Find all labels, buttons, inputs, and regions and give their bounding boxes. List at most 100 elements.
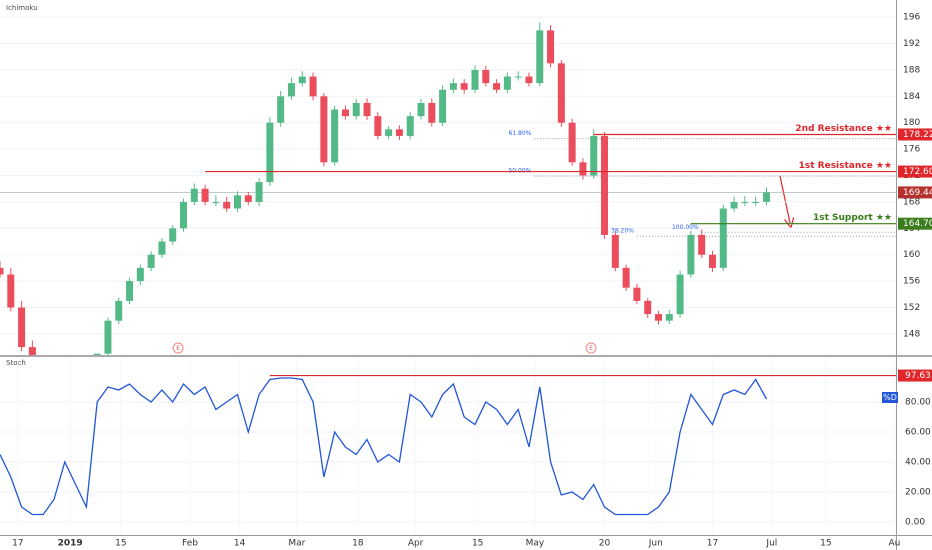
candle-body [644,300,652,315]
projection-arrow [779,175,790,223]
candle-body [395,129,403,136]
y-tick-label: 60.00 [905,427,931,437]
fib-label: 38.20% [611,228,634,235]
candle-body [363,102,371,117]
candle-body [687,234,695,275]
candle-body [147,254,155,268]
candle-body [665,314,673,321]
candle-body [752,201,760,203]
candle-body [633,287,641,301]
level-value-box [898,128,932,141]
last-price-box [898,186,932,199]
candle-body [417,102,425,117]
candle-body [277,96,285,123]
candle-body [762,192,770,202]
x-tick-label: Jun [648,539,663,549]
candle-body [557,63,565,123]
fib-label: 100.00% [672,224,699,231]
candle-body [439,89,447,123]
x-tick-label: 15 [115,539,126,549]
level-value-label: 97.63 [905,371,931,381]
level-value-box [898,217,932,230]
level-value-box [898,165,932,178]
candle-body [406,116,414,136]
y-tick-label: 80.00 [905,397,931,407]
candle-body [320,96,328,163]
candle-body [104,320,112,354]
y-tick-label: 40.00 [905,457,931,467]
level-value-label: 164.70 [903,219,932,229]
level-value-label: 172.60 [903,167,932,177]
candle-body [385,129,393,136]
candle-body [503,76,511,90]
y-tick-label: 152 [903,303,920,313]
candle-body [579,162,587,176]
x-tick-label: May [526,539,545,549]
candle-body [223,201,231,209]
level-name: 2nd Resistance ★★ [795,124,892,134]
level-name: 1st Resistance ★★ [799,161,892,171]
candle-body [287,83,295,97]
y-tick-label: 176 [903,145,920,155]
x-tick-label: 18 [352,539,364,549]
candle-body [298,76,306,84]
candle-body [374,116,382,136]
candle-body [676,274,684,315]
y-tick-label: 180 [903,118,920,128]
event-marker [172,342,184,354]
candle-body [514,76,522,78]
candle-body [255,182,263,202]
x-tick-label: 2019 [58,539,83,549]
candle-body [493,83,501,90]
y-tick-label: 0.00 [905,517,925,527]
candle-body [266,122,274,183]
candle-body [601,135,609,235]
level-name: 1st Support ★★ [813,213,892,223]
candle-body [730,201,738,209]
candle-body [331,109,339,163]
event-label: E [176,345,180,352]
stoch-line [0,377,768,516]
candle-body [547,30,555,64]
candle-body [7,274,15,308]
candle-body [126,281,134,301]
y-tick-label: 192 [903,39,920,49]
candle-body [622,267,630,288]
candle-body [698,234,706,255]
candle-body [719,208,727,268]
y-tick-label: 160 [903,250,920,260]
level-value-label: 178.22 [903,130,932,140]
stoch-pane [0,357,896,535]
legend-label: %D [883,393,897,402]
candle-body [655,314,663,321]
indicator-title: Stoch [6,359,26,367]
candle-body [525,76,533,84]
y-tick-label: 196 [903,13,920,23]
x-tick-label: 14 [234,539,246,549]
x-tick-label: 15 [472,539,483,549]
candle-body [341,109,349,117]
candle-body [590,135,598,176]
x-tick-label: Jul [765,539,777,549]
x-tick-label: 15 [820,539,831,549]
candle-body [352,102,360,117]
x-tick-label: Feb [182,539,198,549]
y-tick-label: 188 [903,65,920,75]
legend-box [882,392,898,403]
last-price-label: 169.44 [903,188,932,198]
candle-body [18,307,26,348]
y-tick-label: 148 [903,329,920,339]
candle-body [169,228,177,242]
x-tick-label: Apr [408,539,424,549]
candle-body [201,188,209,202]
candle-body [482,69,490,84]
event-marker [585,342,597,354]
candle-body [611,234,619,268]
candle-body [244,195,252,202]
x-tick-label: Au [888,539,900,549]
candle-body [309,76,317,97]
y-tick-label: 156 [903,277,920,287]
candle-body [708,254,716,268]
